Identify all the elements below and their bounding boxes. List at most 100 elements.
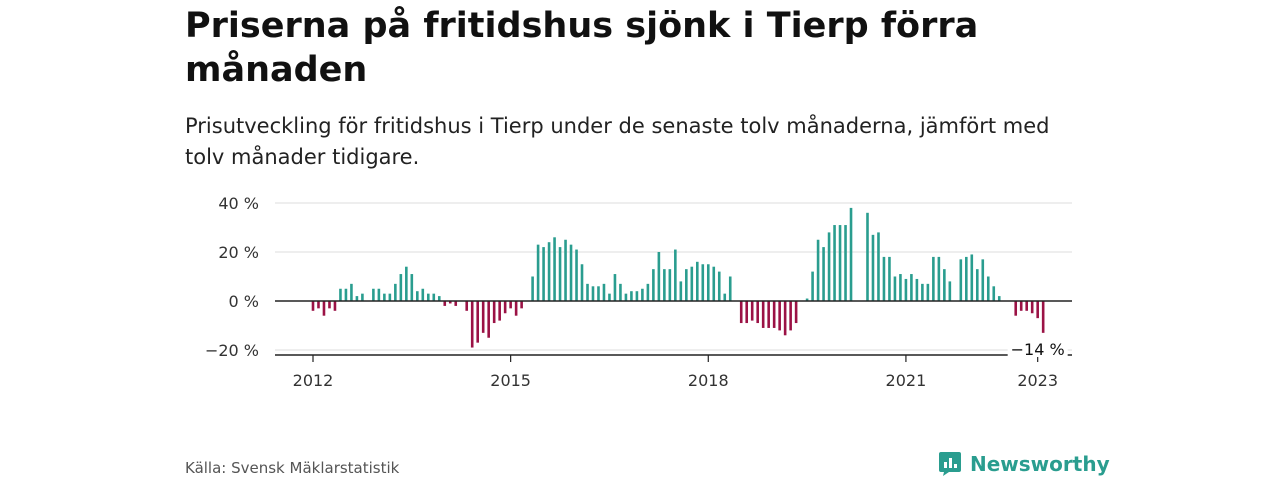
bar: [394, 283, 397, 301]
bar: [816, 239, 820, 301]
bar: [915, 278, 919, 301]
bar: [586, 283, 589, 301]
bar: [663, 269, 666, 301]
bar: [410, 274, 414, 301]
bar: [723, 293, 727, 301]
bar: [344, 288, 348, 301]
bar: [926, 283, 930, 301]
bar: [767, 301, 770, 328]
bar: [789, 301, 792, 331]
bar: [1041, 301, 1045, 333]
bar: [888, 256, 891, 301]
bar: [383, 293, 386, 301]
bar: [602, 283, 606, 301]
bar: [454, 301, 458, 306]
bar: [421, 288, 425, 301]
bar: [361, 293, 364, 301]
bar: [904, 278, 908, 301]
bar: [503, 301, 507, 314]
bar: [509, 301, 512, 309]
y-axis: 40 % 20 % 0 % −20 %: [205, 194, 259, 360]
bar: [685, 269, 688, 301]
bars: [311, 207, 1045, 348]
bar: [580, 264, 584, 301]
y-tick-label: −20 %: [205, 341, 259, 360]
bar: [388, 293, 392, 301]
bar: [470, 301, 474, 348]
bar: [657, 252, 661, 301]
bar: [624, 293, 628, 301]
bar: [613, 274, 617, 301]
bar: [597, 286, 600, 301]
bar: [476, 301, 479, 343]
bar: [992, 286, 996, 301]
bar: [333, 301, 337, 311]
y-tick-label: 0 %: [229, 292, 259, 311]
bar: [997, 296, 1001, 301]
bar: [355, 296, 359, 301]
bar: [1036, 301, 1039, 319]
y-tick-label: 20 %: [218, 243, 259, 262]
bar: [558, 247, 562, 301]
bar: [871, 234, 875, 301]
bar: [591, 286, 595, 301]
bar: [937, 256, 941, 301]
bar: [750, 301, 754, 321]
bar: [838, 225, 842, 301]
bar: [536, 244, 540, 301]
bar: [311, 301, 315, 311]
bar: [893, 276, 897, 301]
bar: [948, 281, 952, 301]
bar: [756, 301, 759, 324]
bar: [910, 274, 913, 301]
bar: [322, 301, 326, 316]
bar: [405, 266, 408, 301]
bar: [630, 291, 633, 301]
bar-chart: 40 % 20 % 0 % −20 % 2012 2015 2018 2021 2023 −1…: [205, 194, 1072, 390]
bar: [706, 264, 710, 301]
bar: [328, 301, 331, 309]
bar: [492, 301, 496, 324]
bar: [899, 274, 902, 301]
bar: [794, 301, 798, 324]
annotation-label: −14 %: [1011, 340, 1065, 359]
bar: [432, 293, 436, 301]
bar: [1019, 301, 1023, 311]
bar: [465, 301, 469, 311]
bar: [882, 256, 886, 301]
bar: [372, 288, 375, 301]
bar: [712, 266, 716, 301]
bar: [986, 276, 990, 301]
chart-title: Priserna på fritidshus sjönk i Tierp för…: [185, 6, 979, 90]
brand-logo[interactable]: Newsworthy: [937, 449, 1110, 479]
bar: [448, 301, 452, 304]
x-tick-label: 2023: [1017, 371, 1058, 390]
x-tick-label: 2012: [293, 371, 334, 390]
bar: [339, 288, 342, 301]
bar: [981, 259, 985, 301]
bar: [531, 276, 534, 301]
bar: [487, 301, 490, 338]
bar: [520, 301, 523, 309]
newsworthy-logo-icon: [939, 452, 961, 476]
bar: [778, 301, 781, 331]
x-tick-label: 2018: [688, 371, 729, 390]
bar: [844, 225, 847, 301]
bar: [641, 288, 644, 301]
bar: [1014, 301, 1018, 316]
bar: [745, 301, 749, 324]
bar: [646, 283, 650, 301]
annotation-background: [1007, 339, 1068, 357]
bar: [827, 232, 831, 301]
bar: [377, 288, 381, 301]
bar: [350, 283, 353, 301]
bar: [399, 274, 403, 301]
bar: [1030, 301, 1034, 314]
bar: [965, 256, 968, 301]
bar: [975, 269, 979, 301]
bar: [811, 271, 814, 301]
bar: [717, 271, 721, 301]
bar: [932, 256, 935, 301]
bar: [783, 301, 787, 336]
bar: [635, 291, 639, 301]
